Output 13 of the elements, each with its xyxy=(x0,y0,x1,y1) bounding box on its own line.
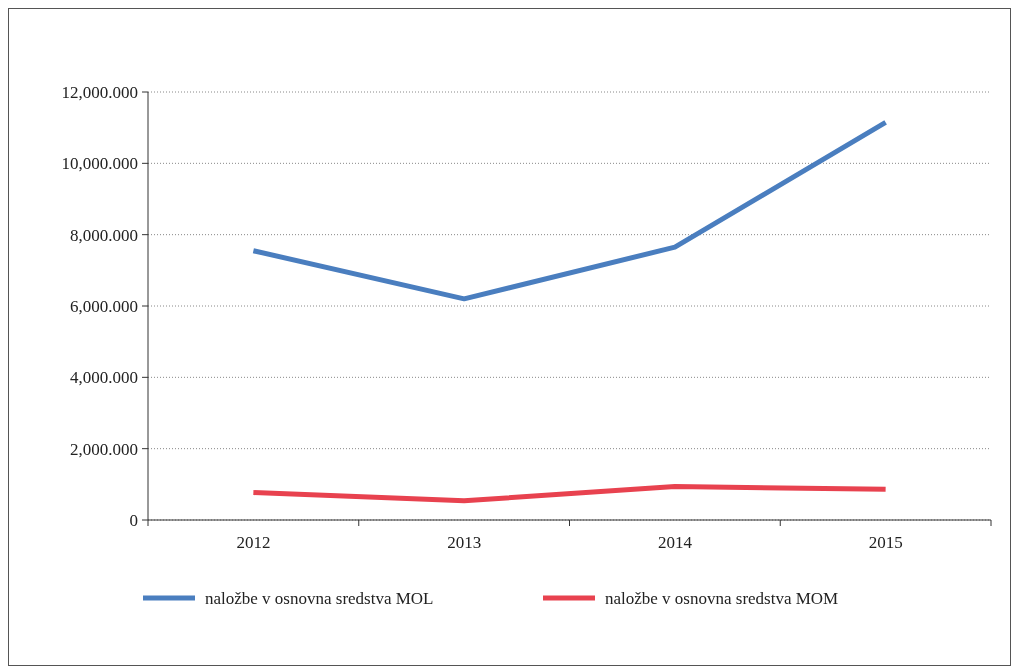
y-tick-label: 6,000.000 xyxy=(70,296,138,316)
y-tick-label: 4,000.000 xyxy=(70,368,138,388)
y-tick-label: 8,000.000 xyxy=(70,225,138,245)
legend-label: naložbe v osnovna sredstva MOM xyxy=(605,588,839,608)
x-tick-label: 2013 xyxy=(447,533,482,552)
y-tick-label: 12,000.000 xyxy=(61,82,138,102)
x-tick-label: 2015 xyxy=(868,533,903,552)
x-tick-label: 2014 xyxy=(657,533,693,552)
y-tick-label: 0 xyxy=(129,510,138,530)
y-tick-label: 10,000.000 xyxy=(61,154,138,174)
y-tick-label: 2,000.000 xyxy=(70,439,138,459)
legend-label: naložbe v osnovna sredstva MOL xyxy=(205,588,434,608)
x-tick-label: 2012 xyxy=(236,533,271,552)
